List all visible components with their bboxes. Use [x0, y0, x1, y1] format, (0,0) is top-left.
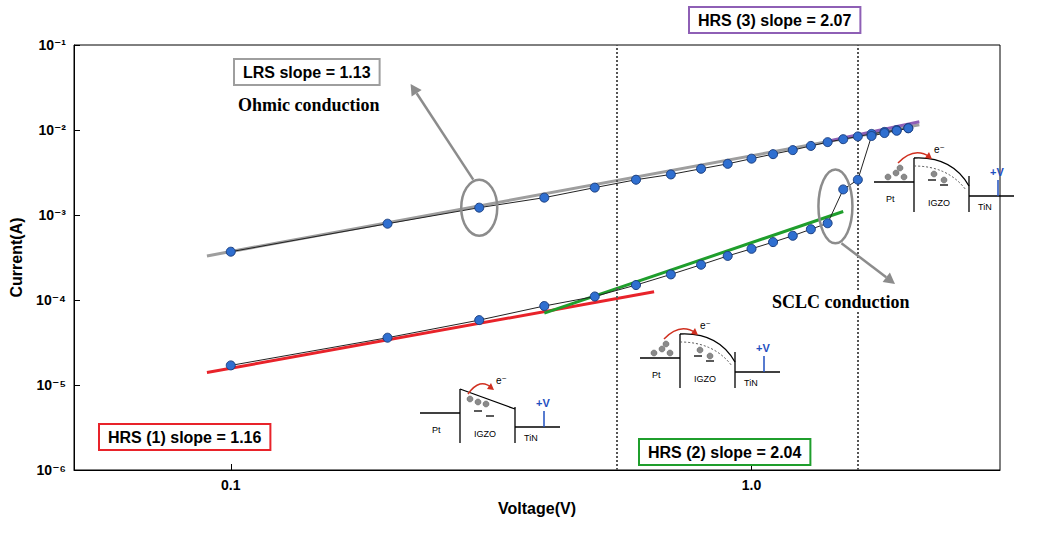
- svg-text:TiN: TiN: [744, 378, 758, 388]
- svg-text:IGZO: IGZO: [928, 198, 950, 208]
- svg-text:SCLC conduction: SCLC conduction: [772, 292, 910, 312]
- svg-text:+V: +V: [536, 397, 550, 409]
- svg-text:TiN: TiN: [978, 202, 992, 212]
- svg-text:10⁻⁴: 10⁻⁴: [36, 292, 66, 308]
- svg-text:TiN: TiN: [524, 433, 538, 443]
- svg-text:IGZO: IGZO: [474, 429, 496, 439]
- svg-text:e⁻: e⁻: [496, 375, 507, 386]
- svg-text:10⁻³: 10⁻³: [38, 207, 66, 223]
- svg-text:e⁻: e⁻: [934, 144, 945, 155]
- svg-text:Pt: Pt: [432, 425, 441, 435]
- svg-text:Pt: Pt: [652, 370, 661, 380]
- svg-text:10⁻⁵: 10⁻⁵: [36, 377, 66, 393]
- svg-text:10⁻¹: 10⁻¹: [38, 37, 66, 53]
- svg-text:Voltage(V): Voltage(V): [498, 500, 576, 517]
- svg-text:+V: +V: [990, 166, 1004, 178]
- svg-text:+V: +V: [756, 342, 770, 354]
- svg-text:Pt: Pt: [886, 194, 895, 204]
- svg-text:Ohmic conduction: Ohmic conduction: [238, 95, 380, 115]
- svg-text:0.1: 0.1: [221, 477, 241, 493]
- svg-text:HRS (3) slope = 2.07: HRS (3) slope = 2.07: [698, 12, 851, 29]
- svg-text:10⁻²: 10⁻²: [38, 122, 66, 138]
- svg-text:10⁻⁶: 10⁻⁶: [37, 462, 66, 478]
- svg-text:IGZO: IGZO: [694, 374, 716, 384]
- svg-text:HRS (2) slope = 2.04: HRS (2) slope = 2.04: [648, 444, 801, 461]
- svg-text:LRS slope = 1.13: LRS slope = 1.13: [243, 64, 371, 81]
- svg-text:HRS (1) slope = 1.16: HRS (1) slope = 1.16: [108, 429, 261, 446]
- svg-text:Current(A): Current(A): [8, 218, 25, 298]
- svg-text:e⁻: e⁻: [700, 320, 711, 331]
- svg-text:1.0: 1.0: [742, 477, 762, 493]
